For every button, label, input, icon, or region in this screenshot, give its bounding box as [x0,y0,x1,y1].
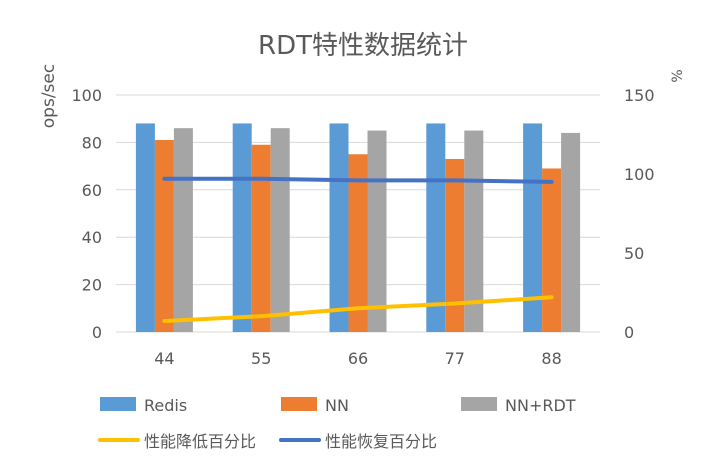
x-tick-label: 44 [154,349,174,368]
bar-redis [523,123,543,332]
bar-nn-rdt [270,128,290,332]
bar-nn [542,168,562,332]
x-axis-ticks: 44 55 66 77 88 [154,349,562,368]
y2-tick-label: 100 [624,165,655,184]
x-tick-label: 66 [348,349,368,368]
y2-tick-label: 50 [624,244,644,263]
y2-tick-label: 150 [624,86,655,105]
legend-item: 性能降低百分比 [98,432,256,451]
bar-nn-rdt [561,132,581,332]
legend-swatch [281,397,317,411]
legend-label: 性能恢复百分比 [325,432,437,451]
line-series [162,176,554,323]
bar-series [135,123,581,332]
y-tick-label: 20 [82,276,102,295]
bar-nn [348,154,368,332]
y-tick-label: 0 [92,323,102,342]
legend: Redis NN NN+RDT 性能降低百分比 性能恢复百分比 [98,396,576,451]
legend-item: NN [281,396,349,415]
bar-redis [135,123,155,332]
legend-item: NN+RDT [461,396,576,415]
legend-swatch [461,397,497,411]
y-tick-label: 100 [71,86,102,105]
x-tick-label: 55 [251,349,271,368]
chart-title: RDT特性数据统计 [258,31,468,61]
y2-tick-label: 0 [624,323,634,342]
legend-label: NN [325,396,349,415]
bar-nn [445,158,465,332]
bar-nn [154,140,174,332]
y-tick-label: 60 [82,181,102,200]
legend-label: NN+RDT [505,396,576,415]
legend-item: Redis [100,396,187,415]
line-series-1 [162,295,554,323]
legend-swatch [100,397,136,411]
bar-redis [232,123,252,332]
bar-nn-rdt [367,130,387,332]
line-series-2 [162,176,554,184]
y-axis-ticks: 0 20 40 60 80 100 [71,86,102,342]
legend-item: 性能恢复百分比 [279,432,437,451]
bar-nn [251,144,271,332]
y-axis-label: ops/sec [39,64,59,128]
x-tick-label: 77 [445,349,465,368]
bar-redis [329,123,349,332]
y2-axis-label: % [670,69,686,82]
x-tick-label: 88 [541,349,561,368]
y2-axis-ticks: 0 50 100 150 [624,86,655,342]
y-tick-label: 40 [82,228,102,247]
y-tick-label: 80 [82,133,102,152]
bar-redis [426,123,446,332]
bar-nn-rdt [173,128,193,332]
legend-label: 性能降低百分比 [144,432,256,451]
legend-label: Redis [144,396,187,415]
